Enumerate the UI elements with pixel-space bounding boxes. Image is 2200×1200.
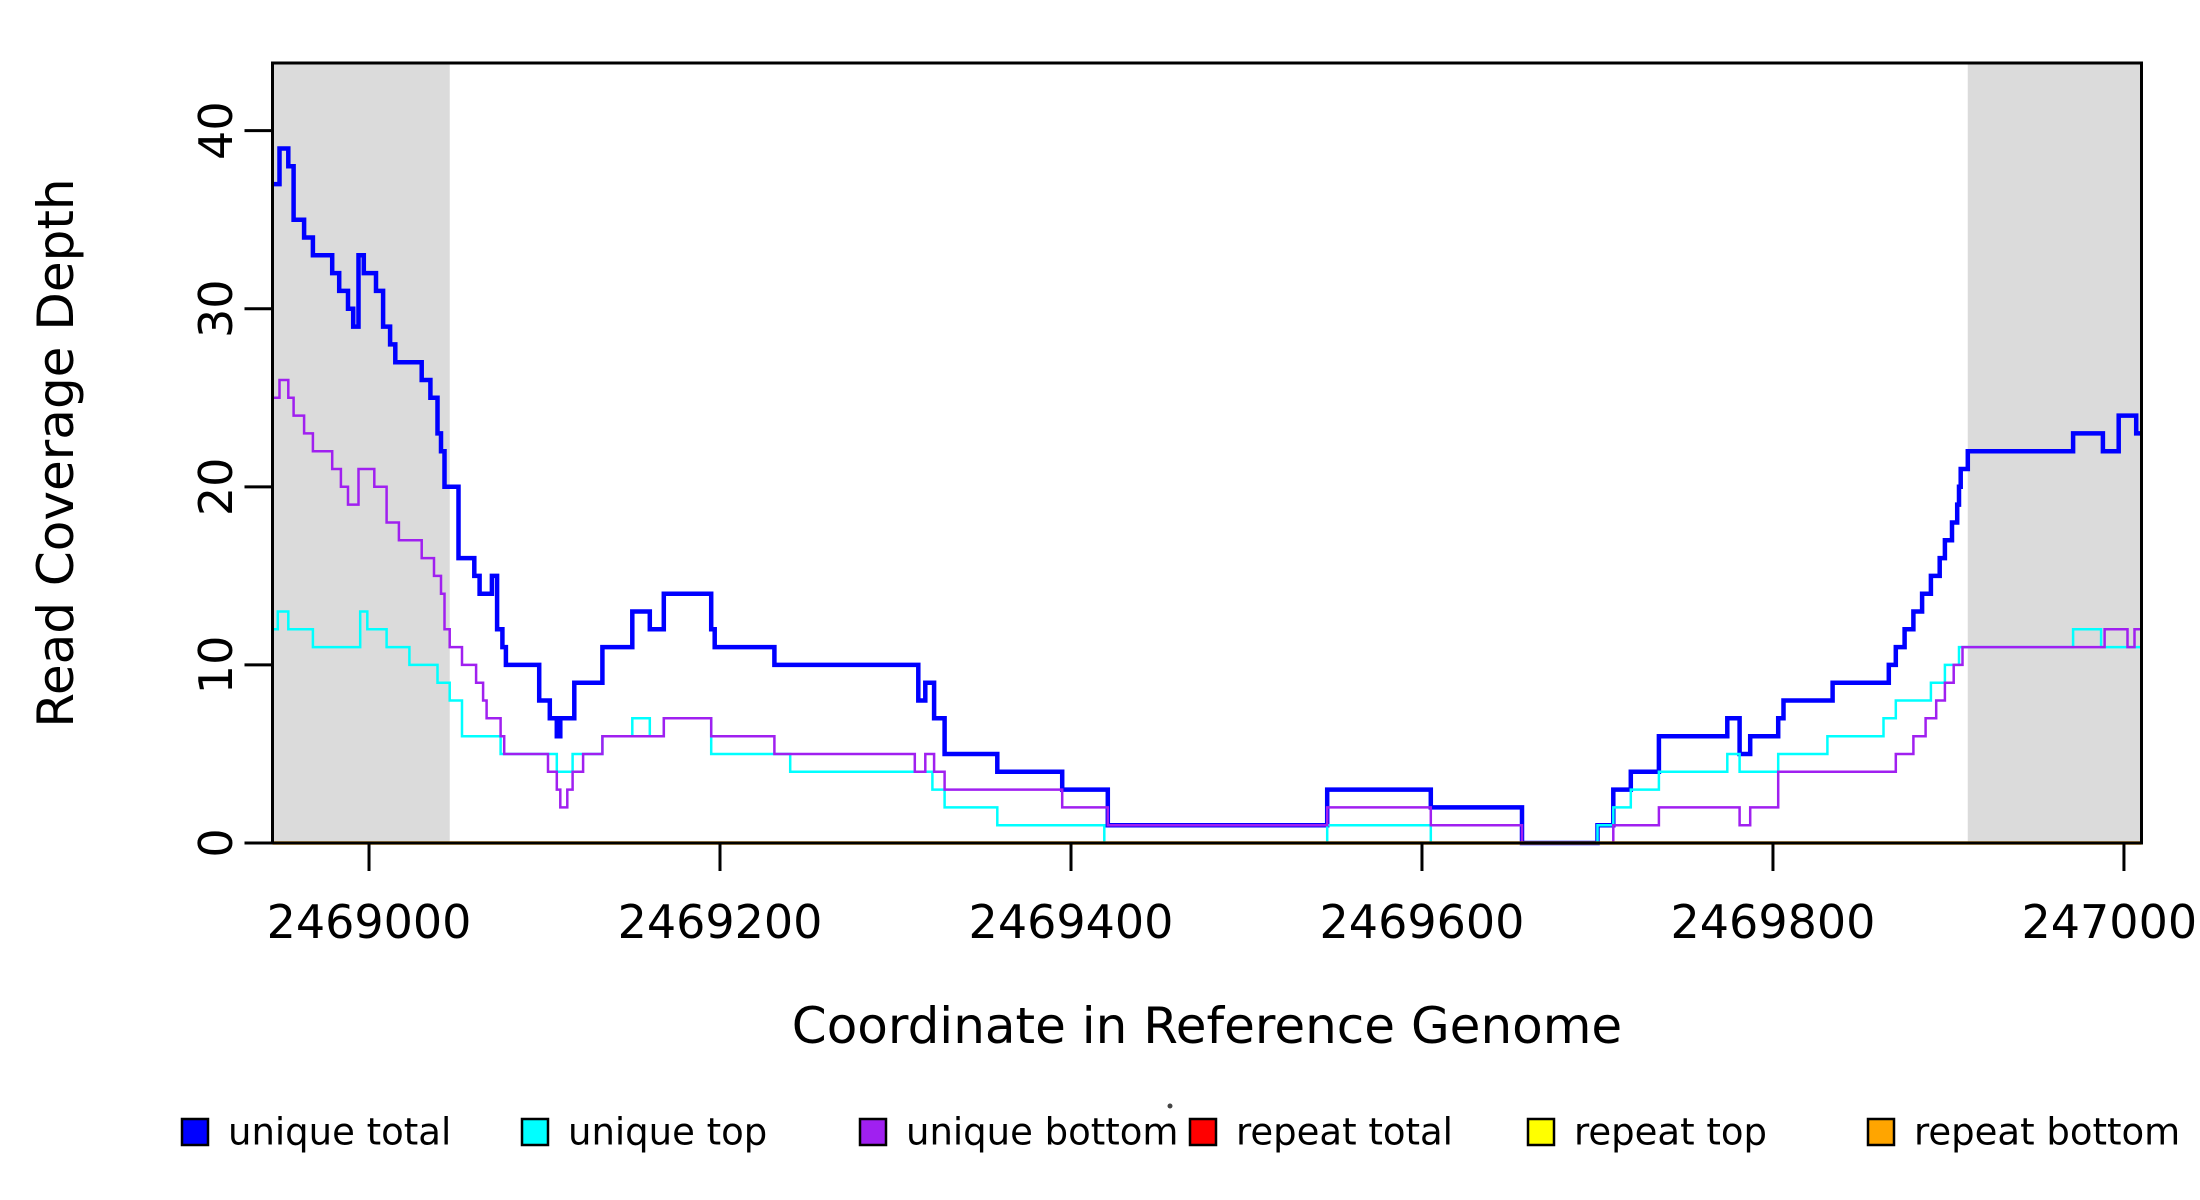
plot-border xyxy=(271,61,2143,845)
x-tick-label: 2469200 xyxy=(618,895,823,949)
legend-item-repeat-total: repeat total xyxy=(1188,1111,1453,1154)
stray-mark xyxy=(1167,1103,1173,1109)
x-axis: 2469000 2469200 2469400 2469600 2469800 24700… xyxy=(267,843,2200,949)
legend-swatch-repeat-top xyxy=(1526,1117,1556,1147)
legend-swatch-repeat-total xyxy=(1188,1117,1218,1147)
legend-item-repeat-bottom: repeat bottom xyxy=(1866,1111,2180,1154)
y-tick-label: 40 xyxy=(189,101,243,160)
y-tick-label: 10 xyxy=(189,636,243,695)
legend-label: unique bottom xyxy=(906,1111,1178,1154)
legend: unique total unique top unique bottom repea… xyxy=(180,1111,2180,1154)
legend-swatch-unique-top xyxy=(520,1117,550,1147)
highlight-bands xyxy=(272,64,2142,843)
series-unique-bottom xyxy=(272,378,2142,845)
series-unique-total xyxy=(272,146,2142,846)
y-tick-label: 0 xyxy=(189,828,243,857)
x-tick-label: 2469600 xyxy=(1320,895,1525,949)
legend-swatch-unique-bottom xyxy=(858,1117,888,1147)
legend-label: repeat top xyxy=(1574,1111,1767,1154)
y-axis: 0 10 20 30 40 xyxy=(189,101,273,858)
series-unique-top xyxy=(272,610,2142,845)
legend-label: repeat total xyxy=(1236,1111,1453,1154)
legend-label: repeat bottom xyxy=(1914,1111,2180,1154)
y-axis-title: Read Coverage Depth xyxy=(27,178,85,727)
legend-label: unique total xyxy=(228,1111,451,1154)
highlight-band xyxy=(272,64,450,843)
x-tick-label: 2469800 xyxy=(1671,895,1876,949)
x-axis-title: Coordinate in Reference Genome xyxy=(792,997,1622,1055)
series-lines xyxy=(272,146,2142,846)
x-tick-label: 2469400 xyxy=(969,895,1174,949)
legend-item-unique-top: unique top xyxy=(520,1111,767,1154)
legend-swatch-repeat-bottom xyxy=(1866,1117,1896,1147)
legend-label: unique top xyxy=(568,1111,767,1154)
legend-swatch-unique-total xyxy=(180,1117,210,1147)
legend-item-unique-bottom: unique bottom xyxy=(858,1111,1178,1154)
legend-item-unique-total: unique total xyxy=(180,1111,451,1154)
y-tick-label: 20 xyxy=(189,458,243,517)
y-tick-label: 30 xyxy=(189,279,243,338)
legend-item-repeat-top: repeat top xyxy=(1526,1111,1767,1154)
highlight-band xyxy=(1967,64,2142,843)
x-tick-label: 2469000 xyxy=(267,895,472,949)
